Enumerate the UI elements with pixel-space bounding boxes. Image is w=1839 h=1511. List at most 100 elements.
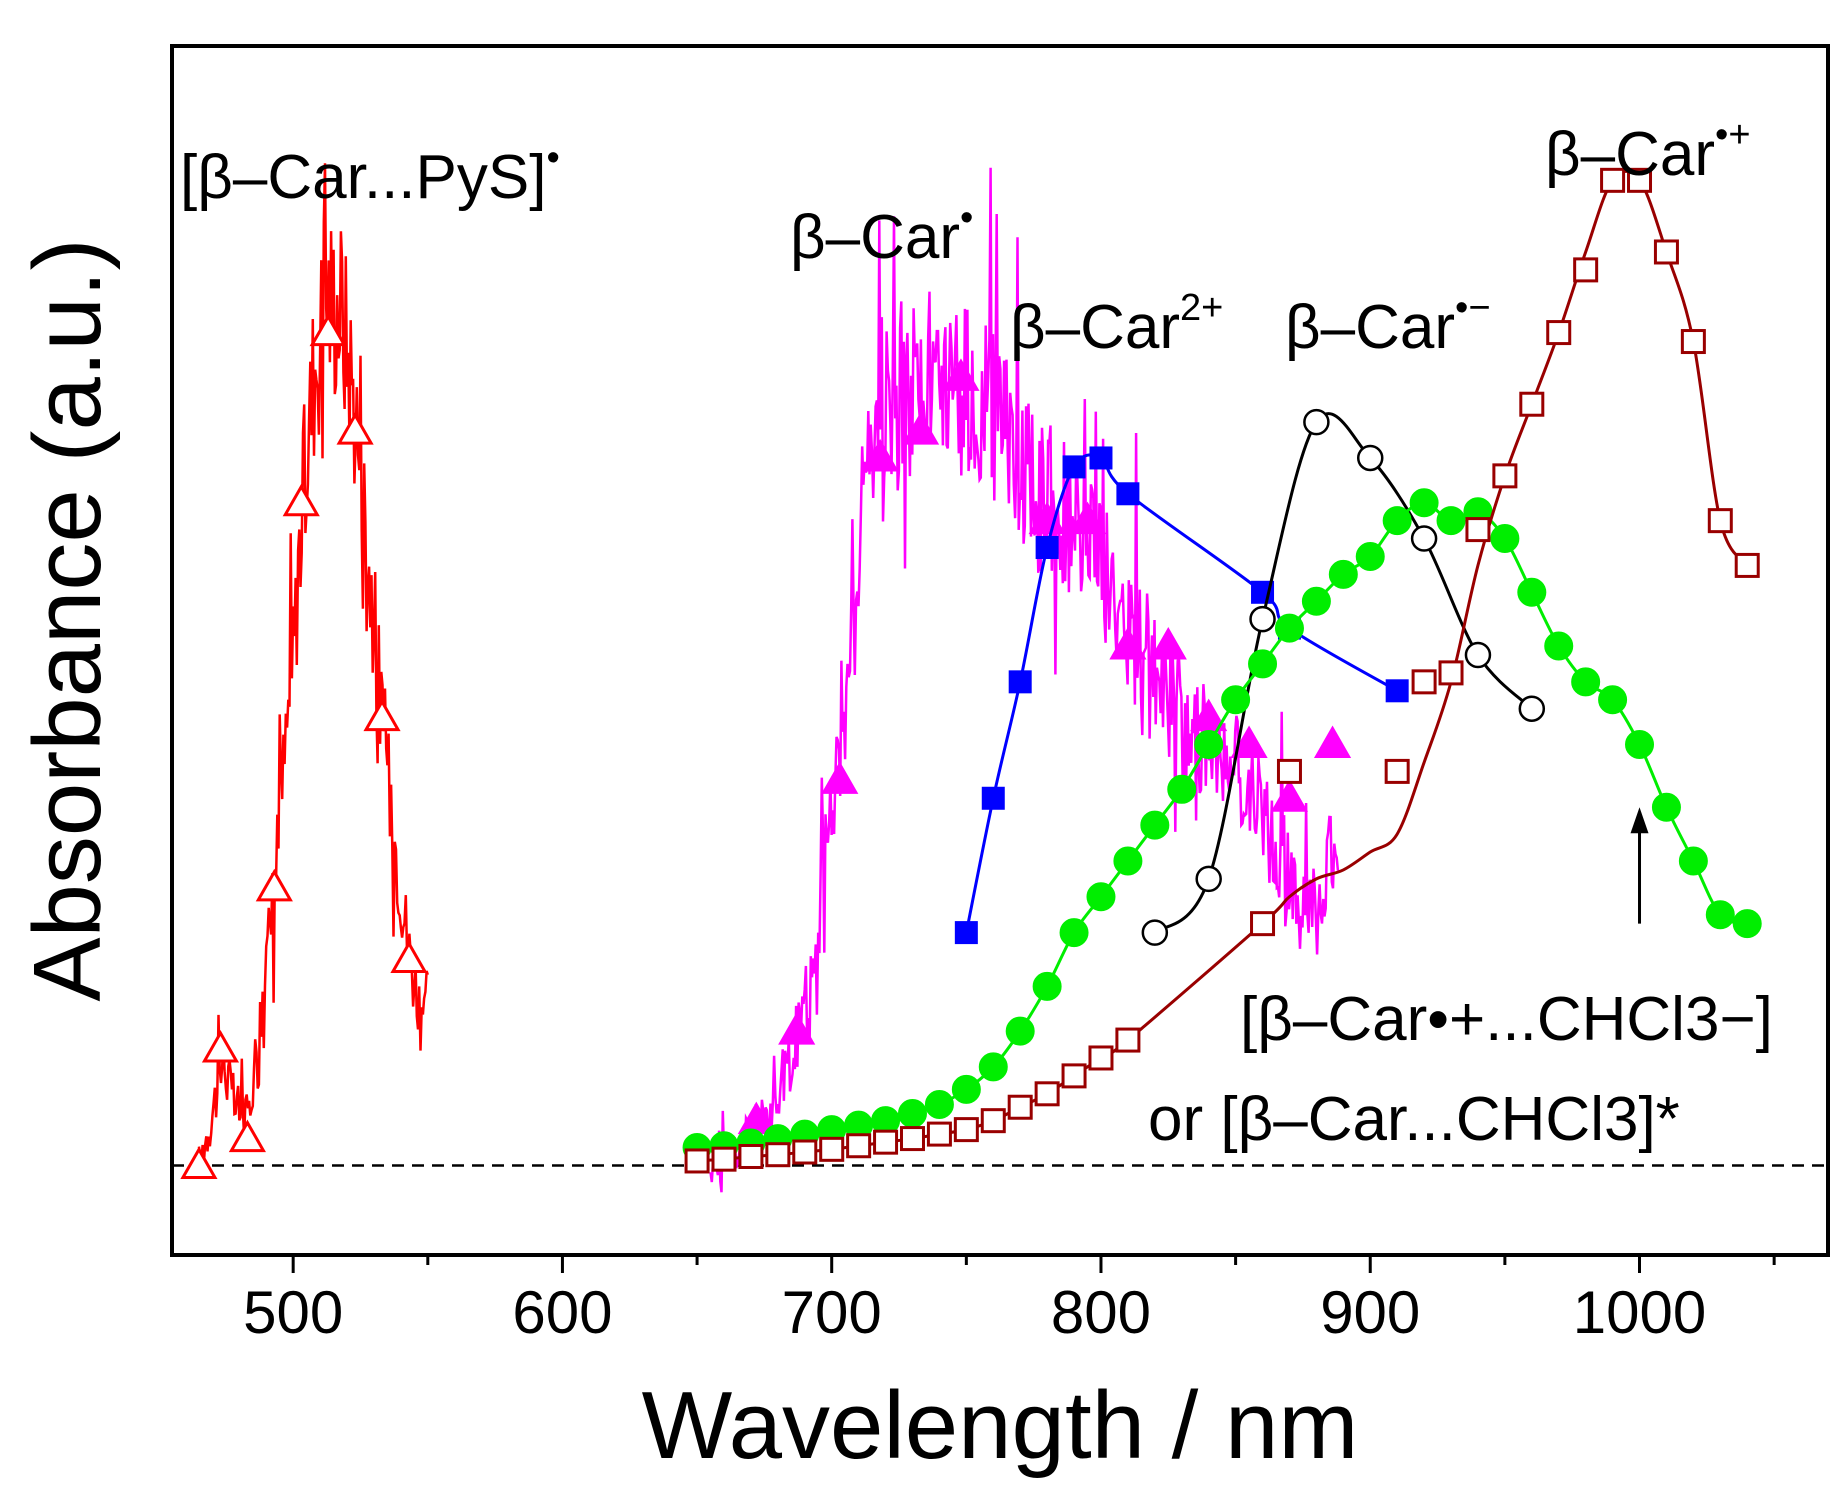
- data-point-4-13: [1032, 971, 1062, 1001]
- series-5: [684, 167, 1760, 1174]
- data-point-0-6: [336, 412, 374, 445]
- data-point-4-35: [1625, 730, 1655, 760]
- data-point-3-6: [1464, 641, 1492, 669]
- data-point-5-17: [1250, 911, 1276, 937]
- data-point-5-5: [819, 1136, 845, 1162]
- data-point-5-30: [1680, 329, 1706, 355]
- data-point-4-24: [1328, 559, 1358, 589]
- data-point-1-3: [861, 438, 899, 472]
- data-point-4-10: [951, 1074, 981, 1104]
- data-point-2-2: [1008, 670, 1032, 694]
- data-point-1-1: [778, 1012, 816, 1045]
- annotation-complex-line1: [β–Car•+...CHCl3−]: [1240, 985, 1773, 1054]
- data-point-4-17: [1140, 810, 1170, 840]
- annotation-layer: [β–Car...PyS]• β–Car• β–Car2+ β–Car•− β–Car•…: [180, 114, 1773, 1154]
- data-point-4-14: [1059, 918, 1089, 948]
- x-tick-label-800: 800: [1051, 1279, 1151, 1346]
- x-axis-ticks: 500 600 700 800 900 1000: [243, 1255, 1776, 1346]
- data-point-0-3: [255, 868, 293, 902]
- data-point-5-2: [738, 1143, 764, 1169]
- annotation-complex-line2: or [β–Car...CHCl3]*: [1148, 1085, 1680, 1154]
- data-point-5-31: [1707, 508, 1733, 534]
- data-point-4-19: [1194, 730, 1224, 760]
- data-point-3-7: [1518, 695, 1546, 722]
- data-point-4-22: [1274, 613, 1304, 643]
- data-point-5-24: [1519, 391, 1545, 417]
- data-point-1-9: [1149, 626, 1187, 660]
- data-point-5-27: [1600, 167, 1626, 193]
- data-point-4-27: [1409, 488, 1439, 518]
- data-point-2-5: [1089, 446, 1113, 470]
- data-point-1-5: [942, 358, 980, 391]
- data-point-5-7: [873, 1129, 899, 1155]
- series-0: [180, 163, 429, 1179]
- data-point-5-15: [1088, 1045, 1114, 1071]
- data-point-1-12: [1270, 779, 1309, 812]
- series-line-0: [197, 163, 429, 1165]
- data-point-5-20: [1411, 669, 1437, 695]
- data-point-3-1: [1195, 865, 1222, 893]
- x-tick-label-1000: 1000: [1573, 1279, 1706, 1346]
- data-point-3-2: [1249, 605, 1276, 633]
- data-point-0-0: [180, 1146, 218, 1179]
- data-point-3-4: [1356, 444, 1384, 472]
- x-axis-title: Wavelength / nm: [642, 1372, 1359, 1479]
- data-point-0-2: [228, 1119, 266, 1153]
- data-point-4-30: [1490, 524, 1520, 554]
- data-point-2-1: [981, 786, 1005, 810]
- series-1: [709, 167, 1352, 1193]
- annotation-car-neutral: β–Car•: [790, 197, 973, 272]
- x-tick-label-600: 600: [512, 1279, 612, 1346]
- series-line-3: [1153, 412, 1533, 934]
- data-point-4-33: [1571, 667, 1601, 697]
- data-point-5-25: [1546, 320, 1572, 346]
- data-point-5-18: [1276, 758, 1302, 784]
- data-point-4-21: [1248, 649, 1278, 679]
- annotation-car-cation: β–Car•+: [1545, 114, 1751, 189]
- data-point-5-23: [1492, 463, 1518, 489]
- annotation-car-dication: β–Car2+: [1010, 287, 1223, 362]
- data-point-1-11: [1230, 725, 1268, 759]
- data-point-3-0: [1141, 919, 1169, 946]
- data-point-4-20: [1221, 685, 1251, 715]
- data-point-1-7: [1068, 501, 1107, 535]
- data-point-1-13: [1313, 725, 1352, 759]
- data-point-4-16: [1113, 846, 1143, 876]
- x-tick-label-900: 900: [1320, 1279, 1420, 1346]
- x-tick-label-700: 700: [782, 1279, 882, 1346]
- data-point-5-11: [980, 1108, 1006, 1134]
- data-point-2-0: [954, 921, 978, 945]
- data-point-5-19: [1384, 758, 1410, 784]
- data-point-5-14: [1061, 1063, 1087, 1089]
- data-point-1-8: [1109, 626, 1147, 660]
- data-point-4-23: [1301, 586, 1331, 616]
- data-point-4-32: [1544, 631, 1574, 661]
- data-point-2-3: [1035, 536, 1059, 560]
- data-point-4-15: [1086, 882, 1116, 912]
- data-point-2-4: [1062, 455, 1086, 479]
- data-point-5-9: [926, 1121, 952, 1147]
- data-point-5-13: [1034, 1081, 1060, 1107]
- data-point-4-18: [1167, 774, 1197, 804]
- data-point-4-12: [1005, 1016, 1035, 1046]
- series-3: [1141, 408, 1546, 946]
- annotation-pys: [β–Car...PyS]•: [180, 137, 560, 212]
- data-point-4-34: [1598, 685, 1628, 715]
- data-point-1-10: [1190, 698, 1228, 732]
- y-axis-title: Absorbance (a.u.): [14, 238, 121, 1001]
- data-point-3-3: [1303, 408, 1330, 436]
- data-point-5-3: [765, 1142, 791, 1168]
- data-point-1-2: [821, 761, 859, 794]
- data-point-5-8: [899, 1126, 925, 1152]
- data-point-5-10: [953, 1117, 979, 1143]
- data-point-1-4: [901, 412, 940, 445]
- data-point-5-28: [1627, 167, 1653, 193]
- data-point-0-1: [201, 1029, 240, 1063]
- data-point-5-0: [684, 1148, 710, 1174]
- plot-frame: [170, 44, 1830, 1257]
- data-point-4-38: [1705, 900, 1735, 930]
- data-point-5-32: [1734, 552, 1760, 578]
- data-point-5-21: [1438, 660, 1464, 686]
- annotation-arrow: [1630, 807, 1649, 924]
